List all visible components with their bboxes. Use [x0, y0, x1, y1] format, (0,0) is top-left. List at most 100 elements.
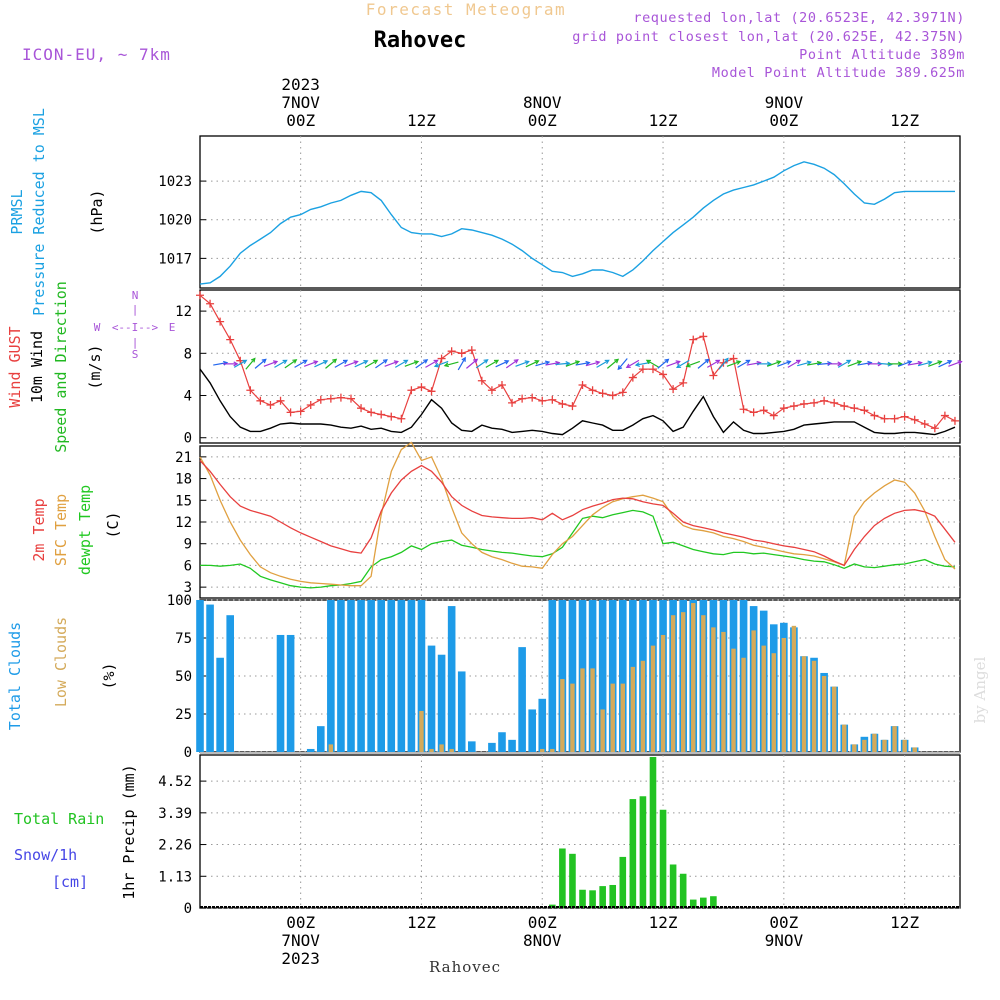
compass-s: S	[132, 348, 139, 361]
total-cloud-bar	[196, 600, 204, 752]
precip-tick-label: 3.39	[158, 806, 192, 822]
wind-direction-arrow	[466, 358, 478, 369]
wind-direction-arrowhead	[795, 359, 802, 365]
wind-direction-arrow	[394, 359, 408, 368]
top-time-label: 00Z	[286, 111, 315, 130]
rain-bar	[659, 809, 667, 908]
rain-bar	[569, 853, 576, 908]
gust-marker	[367, 408, 376, 417]
top-time-label: 7NOV	[281, 93, 320, 112]
wind-direction-arrow	[384, 360, 399, 367]
total-cloud-bar	[518, 647, 526, 752]
gust-marker	[377, 410, 386, 419]
wind-direction-arrowhead	[433, 362, 440, 368]
wind-direction-arrowhead	[313, 360, 319, 365]
gust-marker	[729, 354, 738, 363]
temp-unit: (C)	[104, 511, 122, 538]
wind-direction-arrowhead	[353, 360, 359, 365]
gust-marker	[850, 404, 859, 413]
wind-direction-arrowhead	[534, 360, 540, 365]
rain-label: Total Rain	[14, 810, 104, 828]
wind-direction-arrow	[425, 359, 438, 368]
gust-marker	[880, 414, 889, 423]
low-clouds-label: Low Clouds	[52, 617, 70, 707]
sfc-temp-line	[199, 441, 956, 587]
gust-marker	[558, 399, 567, 408]
temp-tick-label: 12	[175, 515, 192, 531]
gust-marker	[810, 398, 819, 407]
wind-direction-arrowhead	[423, 359, 429, 364]
wind-direction-arrowhead	[513, 359, 519, 364]
wind-direction-arrow	[928, 360, 942, 367]
gust-marker	[196, 291, 204, 300]
top-time-label: 12Z	[890, 111, 919, 130]
wind-direction-arrow	[245, 358, 256, 370]
wind-direction-arrow	[284, 359, 297, 369]
low-cloud-bar	[650, 645, 656, 752]
gust-marker	[759, 406, 768, 415]
total-cloud-bar	[498, 732, 506, 752]
total-cloud-bar	[206, 604, 214, 752]
total-cloud-bar	[467, 741, 476, 752]
temp-tick-label: 21	[175, 450, 192, 466]
compass-bar-n: |	[132, 303, 139, 316]
total-cloud-bar	[276, 634, 285, 752]
wind-direction-arrowhead	[261, 358, 267, 364]
grid-point-coords: grid point closest lon,lat (20.625E, 42.…	[572, 29, 965, 45]
wind-direction-arrow	[535, 361, 550, 367]
total-cloud-bar	[216, 657, 224, 752]
gust-marker	[528, 393, 537, 402]
low-cloud-bar	[660, 634, 666, 752]
wind-direction-arrowhead	[837, 361, 843, 367]
wind-direction-arrow	[254, 358, 267, 369]
gust-marker	[508, 398, 517, 407]
gust-marker	[427, 387, 436, 396]
pressure-line	[199, 161, 955, 285]
wind-direction-arrowhead	[634, 362, 640, 367]
low-cloud-bar	[821, 676, 827, 752]
wind-direction-arrow	[585, 361, 600, 367]
gust-marker	[648, 365, 657, 374]
wind-direction-arrow	[233, 359, 247, 368]
low-cloud-bar	[328, 744, 334, 752]
wind-direction-arrowhead	[493, 359, 500, 365]
wind-direction-arrow	[344, 360, 358, 367]
low-cloud-bar	[831, 686, 837, 752]
t2m-label: 2m Temp	[30, 498, 48, 561]
low-cloud-bar	[610, 683, 615, 752]
wind-direction-arrowhead	[382, 359, 388, 364]
total-cloud-bar	[598, 600, 607, 752]
total-cloud-bar	[437, 654, 446, 752]
watermark: by Angel	[971, 656, 989, 723]
clouds-tick-label: 50	[175, 669, 192, 685]
wind-direction-arrowhead	[675, 360, 681, 365]
wind-direction-arrowhead	[856, 360, 863, 365]
wind-direction-arrow	[666, 360, 680, 367]
total-cloud-bar	[417, 600, 426, 752]
gust-marker	[487, 386, 496, 395]
temp-tick-label: 18	[175, 472, 192, 488]
total-cloud-bar	[528, 709, 536, 752]
wind-direction-arrow	[606, 358, 619, 369]
gust-marker	[608, 391, 617, 400]
low-cloud-bar	[711, 627, 716, 752]
model-altitude: Model Point Altitude 389.625m	[712, 65, 965, 81]
total-cloud-bar	[397, 600, 406, 752]
top-time-label: 00Z	[528, 111, 557, 130]
low-cloud-bar	[842, 724, 847, 752]
gust-marker	[820, 396, 829, 405]
gust-marker	[387, 412, 396, 421]
wind-direction-arrow	[303, 360, 318, 367]
gust-marker	[316, 395, 325, 404]
rain-bar	[689, 899, 697, 908]
rain-bar	[609, 884, 617, 908]
wind-direction-arrow	[646, 359, 660, 368]
wind-direction-arrowhead	[393, 360, 399, 365]
wind-direction-arrow	[515, 360, 529, 367]
gust-marker	[689, 335, 698, 344]
gust-marker	[870, 411, 879, 420]
wind-direction-arrowhead	[332, 358, 338, 364]
total-cloud-bar	[226, 615, 234, 752]
top-time-label: 12Z	[407, 111, 436, 130]
